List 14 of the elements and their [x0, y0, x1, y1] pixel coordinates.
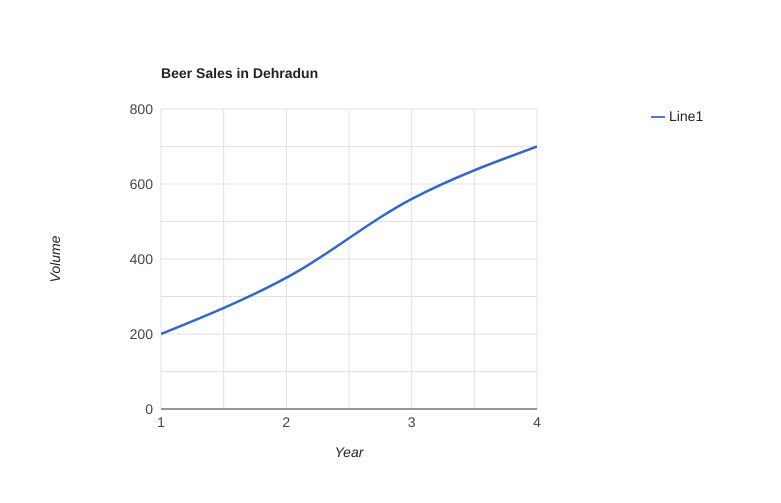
x-axis-title: Year — [334, 444, 365, 460]
x-tick-label: 1 — [157, 414, 166, 430]
y-axis-title: Volume — [46, 235, 63, 282]
chart-title: Beer Sales in Dehradun — [161, 65, 318, 81]
x-tick-label: 2 — [282, 414, 290, 430]
y-tick-label: 600 — [130, 176, 154, 192]
x-tick-label: 4 — [533, 414, 542, 430]
line-series — [161, 145, 537, 336]
y-tick-label: 0 — [145, 400, 154, 417]
legend-label: Line1 — [669, 108, 704, 124]
y-tick-label: 200 — [130, 326, 154, 342]
x-tick-label: 3 — [408, 414, 416, 430]
y-tick-label: 800 — [130, 100, 154, 117]
y-tick-label: 400 — [130, 250, 154, 267]
